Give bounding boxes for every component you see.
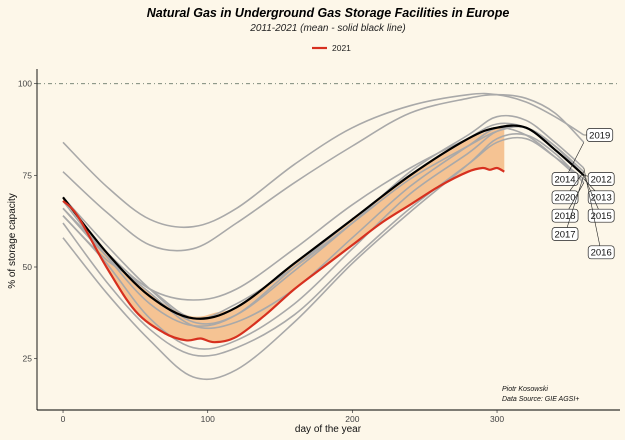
series-line-2016	[62, 114, 585, 325]
series-line-2018	[62, 133, 585, 381]
year-label-2017: 2017	[551, 227, 579, 241]
year-label-text-2019: 2019	[589, 130, 610, 141]
year-label-text-2016: 2016	[591, 248, 612, 259]
y-tick-label-25: 25	[23, 354, 33, 364]
year-label-text-2020: 2020	[554, 193, 575, 204]
year-label-box-2017	[551, 227, 579, 241]
y-tick-label-50: 50	[23, 262, 33, 272]
year-label-box-2016	[587, 245, 615, 260]
year-label-2014: 2014	[551, 172, 579, 186]
year-label-text-2015: 2015	[591, 211, 612, 222]
y-tick-label-100: 100	[18, 79, 32, 89]
chart-subtitle: 2011-2021 (mean - solid black line)	[249, 23, 405, 34]
year-label-2019: 2019	[586, 128, 614, 142]
year-label-box-2020	[551, 190, 579, 205]
year-label-box-2015	[587, 208, 615, 223]
caption-author: Piotr Kosowski	[502, 386, 548, 393]
year-label-2012: 2012	[587, 172, 615, 186]
series-line-mean	[62, 124, 585, 320]
year-label-box-2014	[551, 172, 579, 186]
x-tick-label-100: 100	[201, 414, 215, 424]
series-line-2012	[62, 122, 585, 327]
y-axis-title: % of storage capacity	[7, 193, 18, 289]
x-tick-label-300: 300	[490, 414, 504, 424]
year-label-text-2013: 2013	[591, 193, 612, 204]
year-label-text-2014: 2014	[554, 174, 575, 185]
series-line-2014	[62, 93, 585, 252]
series-line-2021	[62, 166, 505, 344]
year-label-box-2019	[586, 128, 614, 142]
series-line-2019	[62, 92, 585, 229]
x-axis-title: day of the year	[295, 424, 362, 435]
y-tick-label-75: 75	[23, 170, 33, 180]
legend: 2021	[312, 43, 351, 53]
year-label-text-2017: 2017	[554, 229, 575, 240]
band-2021-vs-mean	[63, 127, 505, 343]
axes: 25 50 75 100 0 100 200 300	[18, 69, 620, 424]
label-leader-2017	[564, 175, 585, 235]
series-layer	[62, 92, 585, 381]
range-band-layer	[63, 127, 505, 343]
year-label-2013: 2013	[587, 190, 615, 205]
year-label-text-2018: 2018	[554, 211, 575, 222]
label-leader-2016	[583, 167, 602, 253]
year-label-2015: 2015	[587, 208, 615, 223]
year-labels-layer: 2019 2014 2012 2020 2013 2018 2015 2017 2016	[551, 128, 615, 260]
year-label-text-2012: 2012	[591, 174, 612, 185]
series-line-2013	[62, 136, 585, 357]
year-label-2018: 2018	[551, 208, 579, 223]
year-label-2016: 2016	[587, 245, 615, 260]
legend-label-2021: 2021	[332, 43, 351, 53]
chart-title: Natural Gas in Underground Gas Storage F…	[147, 6, 510, 20]
year-label-2020: 2020	[551, 190, 579, 205]
caption-source: Data Source: GIE AGSI+	[502, 396, 579, 403]
x-tick-label-0: 0	[61, 414, 66, 424]
year-label-box-2018	[551, 208, 579, 223]
x-tick-label-200: 200	[345, 414, 359, 424]
year-label-box-2012	[587, 172, 615, 186]
